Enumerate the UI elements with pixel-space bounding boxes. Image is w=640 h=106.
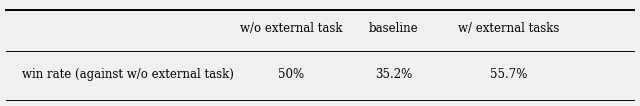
Text: baseline: baseline <box>369 22 419 35</box>
Text: win rate (against w/o external task): win rate (against w/o external task) <box>22 68 234 81</box>
Text: 35.2%: 35.2% <box>375 68 412 81</box>
Text: 55.7%: 55.7% <box>490 68 527 81</box>
Text: w/ external tasks: w/ external tasks <box>458 22 559 35</box>
Text: w/o external task: w/o external task <box>240 22 342 35</box>
Text: 50%: 50% <box>278 68 304 81</box>
